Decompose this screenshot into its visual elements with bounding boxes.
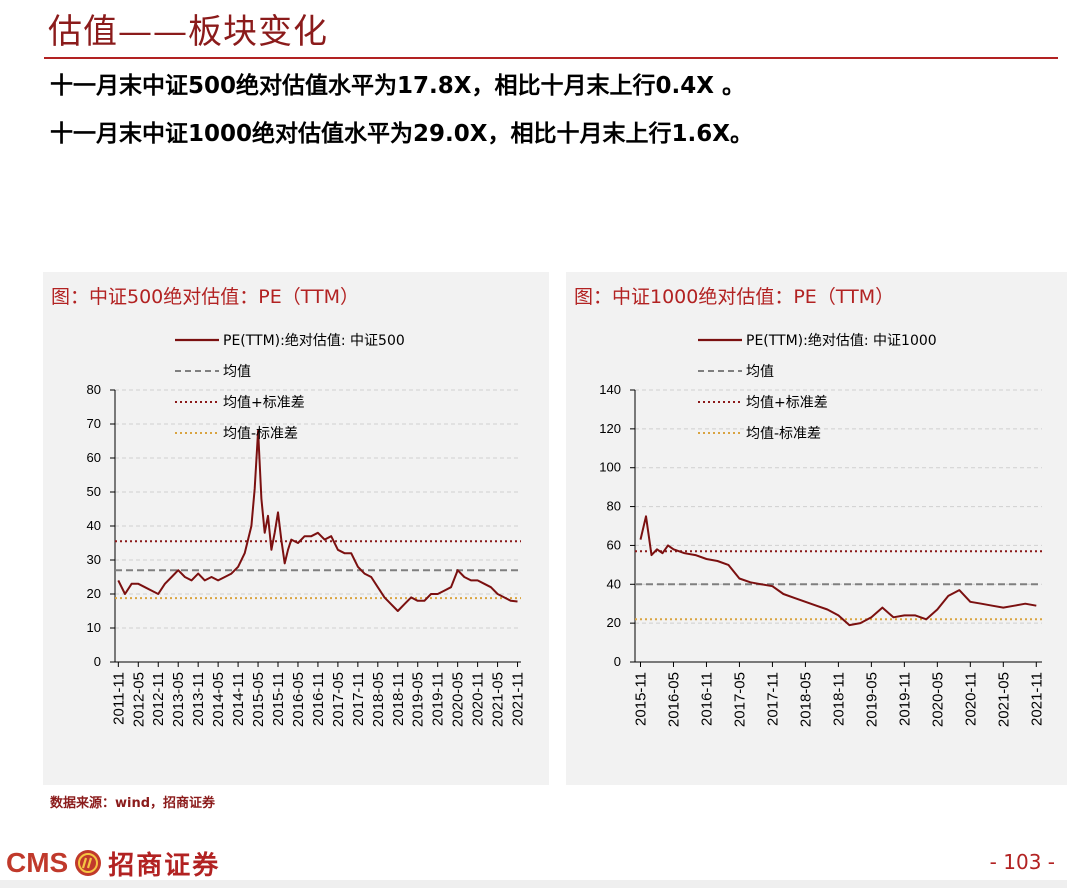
x-tick-label: 2015-05 [250,672,267,727]
page-number: - 103 - [989,850,1055,874]
legend-label: 均值+标准差 [223,395,305,411]
y-tick-label: 80 [607,499,621,514]
legend-label: 均值-标准差 [746,426,821,442]
x-tick-label: 2017-11 [350,672,367,726]
x-tick-label: 2019-11 [896,672,913,726]
y-tick-label: 20 [607,615,621,630]
page-title: 估值——板块变化 [48,12,328,52]
x-tick-label: 2015-11 [270,672,287,726]
y-tick-label: 60 [607,537,621,552]
legend-label: 均值 [223,364,251,380]
x-tick-label: 2020-11 [962,672,979,726]
chart-panel-csi1000: 图：中证1000绝对估值：PE（TTM） 0 20 40 60 80 100 120 140 2… [566,272,1067,785]
y-tick-label: 0 [614,654,621,669]
x-tick-label: 2016-11 [310,672,327,726]
x-tick-label: 2012-05 [130,672,147,727]
cms-logo: CMS 招商证券 [6,843,220,883]
title-rule [44,57,1058,59]
cms-badge-icon [75,850,102,876]
y-tick-label: 80 [87,382,101,397]
x-tick-label: 2014-11 [230,672,247,726]
chart-title-csi500: 图：中证500绝对估值：PE（TTM） [51,286,359,308]
x-tick-label: 2017-05 [330,672,347,727]
chart-csi1000: 0 20 40 60 80 100 120 140 2015-11 2016-05 2016-11 2… [599,333,1045,727]
x-tick-label: 2021-11 [510,672,527,726]
x-tick-label: 2011-11 [110,672,127,725]
x-tick-label: 2019-05 [410,672,427,727]
y-tick-label: 40 [607,576,621,591]
x-tick-label: 2016-05 [290,672,307,727]
x-tick-label: 2016-05 [665,672,682,727]
summary-line-2: 十一月末中证1000绝对估值水平为29.0X，相比十月末上行1.6X。 [50,121,753,147]
y-tick-label: 20 [87,586,101,601]
x-tick-label: 2017-11 [764,672,781,726]
y-tick-label: 0 [94,654,101,669]
x-tick-label: 2013-11 [190,672,207,726]
pe-series-line [639,515,1037,627]
x-tick-label: 2018-11 [830,672,847,726]
chart-title-csi1000: 图：中证1000绝对估值：PE（TTM） [574,286,895,308]
y-tick-label: 100 [599,460,621,475]
legend-label: PE(TTM):绝对估值: 中证500 [223,333,405,349]
y-tick-label: 10 [87,620,101,635]
legend-label: 均值-标准差 [223,426,298,442]
x-tick-label: 2021-05 [490,672,507,727]
y-tick-label: 40 [87,518,101,533]
x-tick-label: 2018-11 [390,672,407,726]
logo-cn-text: 招商证券 [108,850,221,881]
x-tick-label: 2021-11 [1028,672,1045,726]
pe-series-line [117,429,518,612]
x-tick-label: 2020-05 [929,672,946,727]
x-tick-label: 2019-11 [430,672,447,726]
x-tick-label: 2020-05 [450,672,467,727]
chart-panel-csi500: 图：中证500绝对估值：PE（TTM） 0 10 20 30 40 50 60 70 80 201… [43,272,549,785]
summary-line-1: 十一月末中证500绝对估值水平为17.8X，相比十月末上行0.4X 。 [50,73,745,99]
x-tick-label: 2014-05 [210,672,227,727]
data-source: 数据来源：wind，招商证券 [50,796,216,811]
x-tick-label: 2013-05 [170,672,187,727]
y-tick-label: 50 [87,484,101,499]
x-tick-label: 2015-11 [632,672,649,726]
logo-text: CMS [6,847,69,878]
x-tick-label: 2018-05 [797,672,814,727]
y-tick-label: 120 [599,421,621,436]
x-tick-label: 2017-05 [731,672,748,727]
y-tick-label: 60 [87,450,101,465]
x-tick-label: 2018-05 [370,672,387,727]
legend-label: PE(TTM):绝对估值: 中证1000 [746,333,937,349]
y-tick-label: 140 [599,382,621,397]
x-tick-label: 2012-11 [150,672,167,726]
footer-rule [0,880,1067,888]
y-tick-label: 70 [87,416,101,431]
y-tick-label: 30 [87,552,101,567]
x-tick-label: 2019-05 [863,672,880,727]
legend-label: 均值 [746,364,774,380]
x-tick-label: 2020-11 [470,672,487,726]
x-tick-label: 2016-11 [698,672,715,726]
x-tick-label: 2021-05 [995,672,1012,727]
legend-label: 均值+标准差 [746,395,828,411]
